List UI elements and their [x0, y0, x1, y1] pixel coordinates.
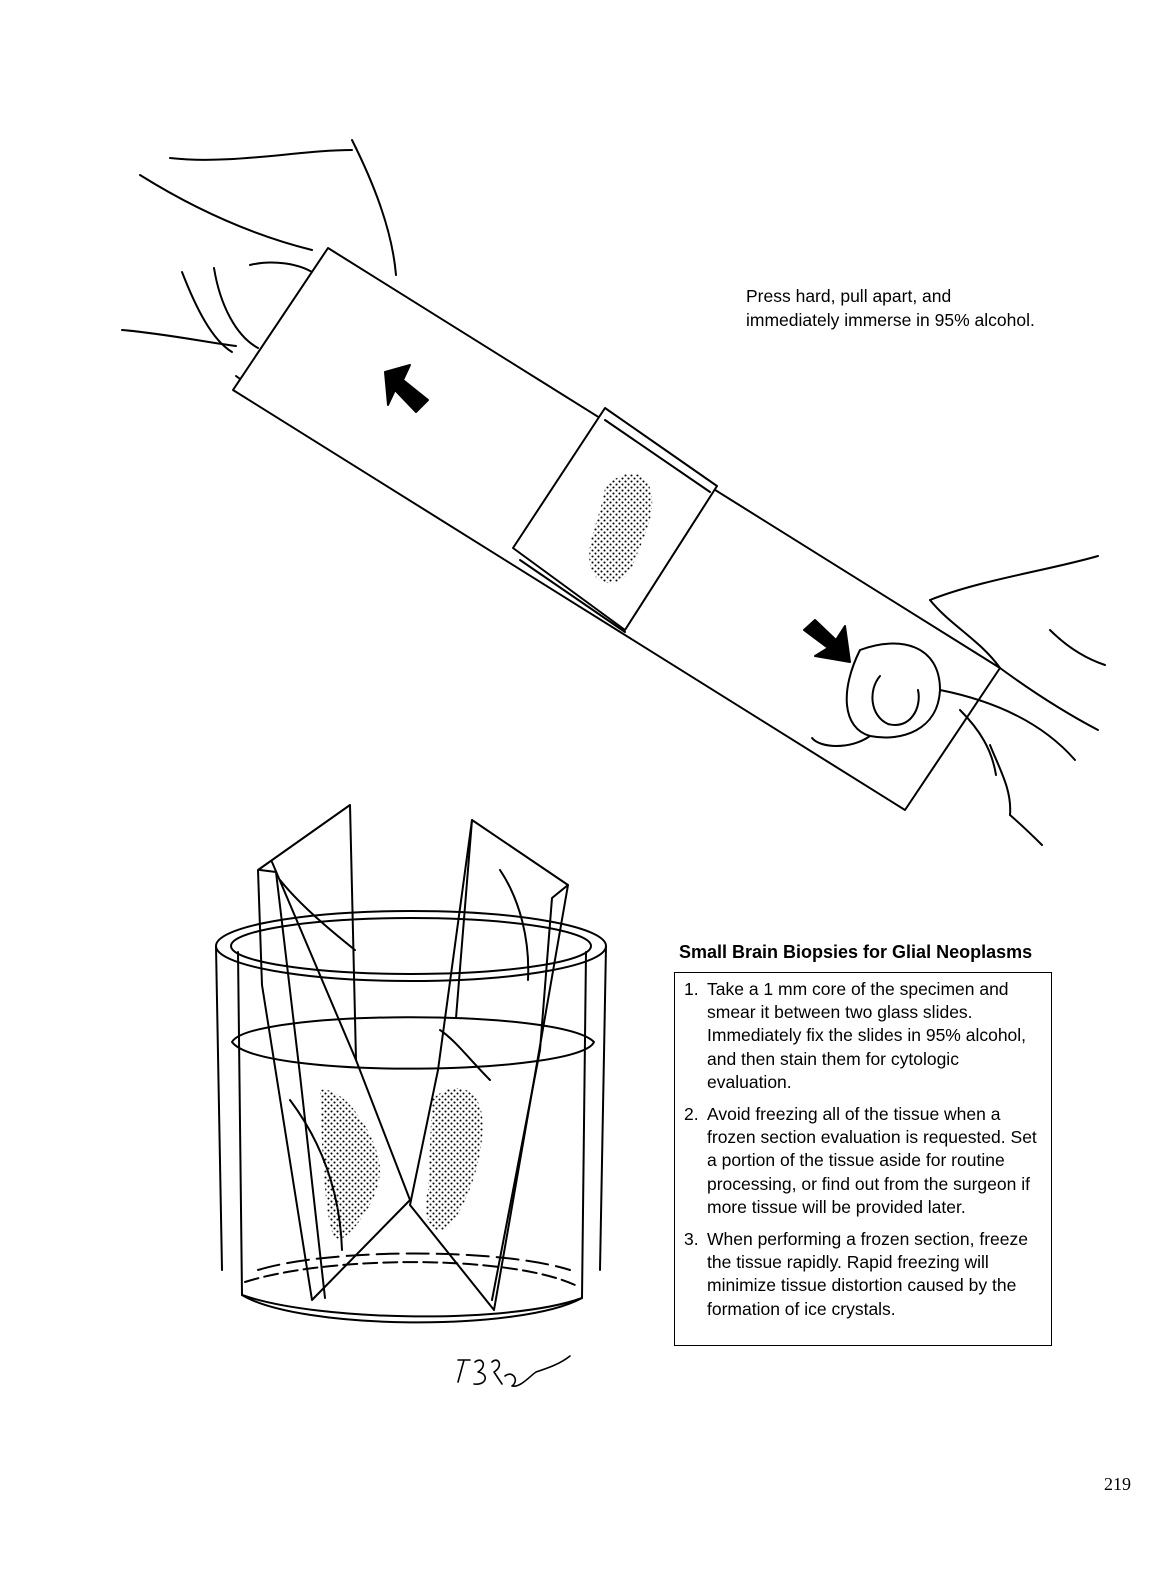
- list-item: 3. When performing a frozen section, fre…: [684, 1228, 1043, 1321]
- slide-in-beaker-left: [257, 804, 411, 1301]
- lower-hand-drawing: [811, 555, 1106, 846]
- list-item-number: 2.: [684, 1104, 699, 1125]
- list-item-number: 3.: [684, 1229, 699, 1250]
- list-item: 1. Take a 1 mm core of the specimen and …: [684, 978, 1043, 1094]
- tips-list: 1. Take a 1 mm core of the specimen and …: [684, 978, 1043, 1321]
- tissue-smear: [589, 473, 653, 584]
- page-number: 219: [1104, 1474, 1131, 1494]
- alcohol-beaker: [215, 910, 607, 1324]
- arrow-up-left-icon: [384, 364, 429, 413]
- list-item-text: Take a 1 mm core of the specimen and sme…: [707, 979, 1027, 1092]
- tips-box: 1. Take a 1 mm core of the specimen and …: [674, 972, 1052, 1346]
- tips-box-title: Small Brain Biopsies for Glial Neoplasms: [679, 942, 1033, 962]
- list-item: 2. Avoid freezing all of the tissue when…: [684, 1103, 1043, 1219]
- slide-in-beaker-right: [409, 819, 569, 1311]
- illustration-caption: Press hard, pull apart, and immediately …: [746, 286, 1035, 330]
- artist-signature: [457, 1355, 571, 1387]
- glass-slide-pair: [232, 247, 1001, 811]
- list-item-text: When performing a frozen section, freeze…: [707, 1229, 1028, 1319]
- list-item-number: 1.: [684, 979, 699, 999]
- arrow-down-right-icon: [803, 619, 851, 663]
- list-item-text: Avoid freezing all of the tissue when a …: [707, 1104, 1037, 1217]
